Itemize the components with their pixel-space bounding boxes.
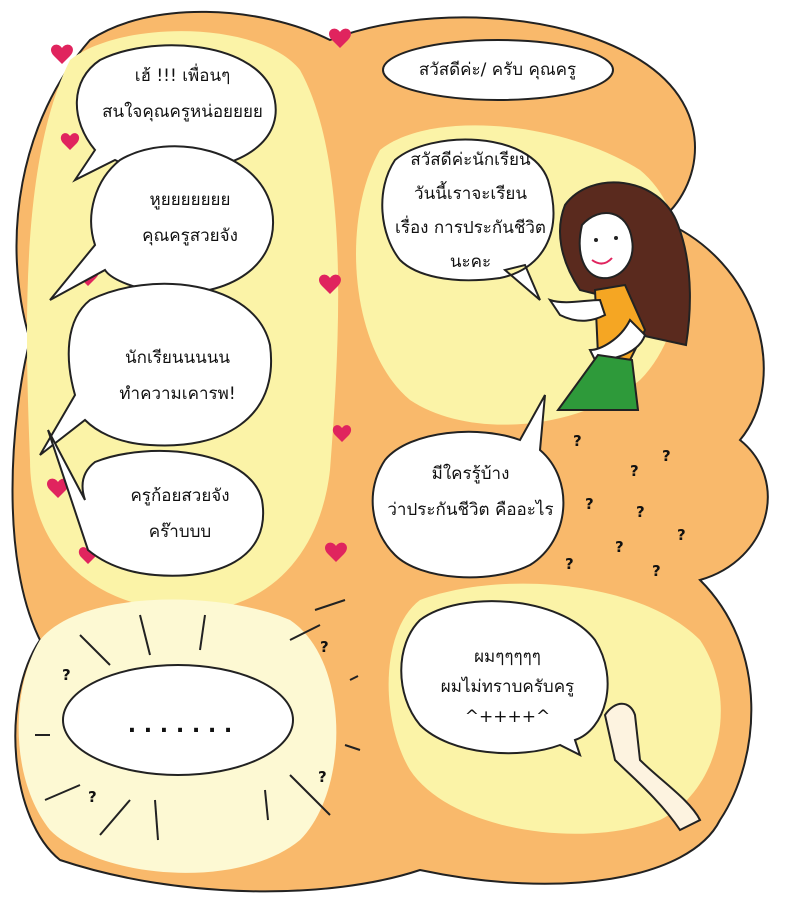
silence-text: . . . . . . . <box>90 708 270 744</box>
text-line: สนใจคุณครูหน่อยยยย <box>102 102 263 122</box>
left-bubble-1-text: เฮ้ !!! เพื่อนๆ สนใจคุณครูหน่อยยยย <box>90 58 275 130</box>
teacher-smile <box>591 257 613 265</box>
text-line: ^++++^ <box>464 707 551 727</box>
left-bubble-3-text: นักเรียนนนนน ทำความเคารพ! <box>100 340 255 412</box>
greeting-bubble <box>382 39 614 101</box>
teacher-bubble-2-text: มีใครรู้บ้าง ว่าประกันชีวิต คืออะไร <box>378 456 563 528</box>
text-line: ว่าประกันชีวิต คืออะไร <box>387 500 554 520</box>
question-mark-icon: ? <box>318 768 327 786</box>
heart-icon <box>51 44 73 64</box>
silence-bubble <box>62 664 294 776</box>
question-mark-icon: ? <box>630 462 639 480</box>
heart-icon <box>329 28 351 48</box>
teacher-speech-bubble-2 <box>371 394 565 579</box>
text-line: สวัสดีค่ะนักเรียน <box>410 150 531 170</box>
text-line: นักเรียนนนนน <box>125 348 230 368</box>
burst-lines <box>35 599 361 841</box>
question-mark-icon: ? <box>320 638 329 656</box>
text-line: ผมๆๆๆๆๆ <box>474 647 541 667</box>
teacher-bubble-1-text: สวัสดีค่ะนักเรียน วันนี้เราจะเรียน เรื่อ… <box>388 143 553 279</box>
teacher-arm <box>547 298 607 322</box>
speech-bubble <box>47 429 265 577</box>
question-mark-icon: ? <box>615 538 624 556</box>
greeting-text: สวัสดีค่ะ/ ครับ คุณครู <box>395 52 600 88</box>
question-mark-icon: ? <box>662 447 671 465</box>
left-bubble-4-text: ครูก้อยสวยจัง คร๊าบบบ <box>105 478 255 550</box>
text-line: ผมไม่ทราบครับครู <box>440 677 575 697</box>
student-arm <box>603 702 702 832</box>
question-mark-icon: ? <box>636 503 645 521</box>
heart-icon <box>319 274 341 294</box>
heart-icon <box>47 478 69 498</box>
teacher-face <box>578 212 634 280</box>
text-line: คร๊าบบบ <box>148 522 212 542</box>
text-line: สวัสดีค่ะ/ ครับ คุณครู <box>418 60 577 80</box>
text-line: หูยยยยยยย <box>149 190 231 210</box>
question-mark-icon: ? <box>573 432 582 450</box>
heart-icon <box>325 542 347 562</box>
left-bubble-2-text: หูยยยยยยย คุณครูสวยจัง <box>115 182 265 254</box>
question-mark-icon: ? <box>652 562 661 580</box>
question-mark-icon: ? <box>585 495 594 513</box>
text-line: เฮ้ !!! เพื่อนๆ <box>134 66 231 86</box>
text-line: มีใครรู้บ้าง <box>431 464 510 484</box>
text-line: . . . . . . . <box>127 713 233 738</box>
question-mark-icon: ? <box>62 666 71 684</box>
question-mark-icon: ? <box>677 526 686 544</box>
teacher-speech-bubble-1 <box>381 138 555 301</box>
text-line: เรื่อง การประกันชีวิต <box>395 218 546 238</box>
student-bubble-text: ผมๆๆๆๆๆ ผมไม่ทราบครับครู ^++++^ <box>425 642 590 732</box>
text-line: ทำความเคารพ! <box>119 384 236 404</box>
question-mark-icon: ? <box>565 555 574 573</box>
teacher-figure <box>547 181 691 411</box>
left-speech-bubbles <box>39 44 277 577</box>
text-line: นะคะ <box>449 252 492 272</box>
text-line: วันนี้เราจะเรียน <box>414 184 527 204</box>
student-speech-bubble <box>400 600 609 757</box>
speech-bubble <box>39 282 273 456</box>
heart-icon <box>60 133 80 150</box>
text-line: คุณครูสวยจัง <box>142 226 238 246</box>
heart-icon <box>332 425 352 442</box>
text-line: ครูก้อยสวยจัง <box>130 486 230 506</box>
teacher-skirt <box>556 353 640 411</box>
question-mark-icon: ? <box>88 788 97 806</box>
